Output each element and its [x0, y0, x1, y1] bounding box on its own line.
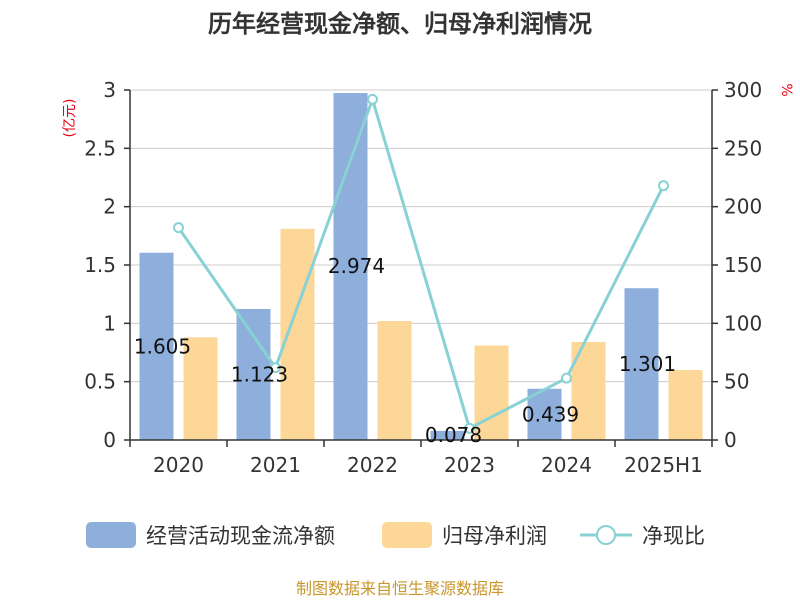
legend-label: 经营活动现金流净额	[146, 524, 335, 548]
bar-cashflow	[527, 388, 562, 440]
right-tick-label: 300	[724, 78, 762, 102]
x-tick-label: 2022	[347, 453, 398, 477]
bar-profit	[280, 228, 315, 440]
legend-swatch-marker	[596, 525, 616, 545]
data-label: 0.439	[522, 402, 579, 426]
data-label: 1.605	[134, 334, 191, 358]
data-label: 2.974	[328, 254, 385, 278]
ratio-point	[173, 222, 184, 234]
ratio-polyline	[177, 94, 665, 431]
source-note: 制图数据来自恒生聚源数据库	[296, 579, 504, 598]
ratio-point	[367, 93, 378, 105]
left-axis-unit: (亿元)	[62, 99, 78, 138]
data-label: 1.301	[619, 352, 676, 376]
bar-profit	[668, 370, 703, 440]
ratio-point	[464, 422, 475, 434]
x-tick-label: 2025H1	[624, 453, 703, 477]
x-tick-label: 2021	[250, 453, 301, 477]
bar-cashflow	[333, 93, 368, 441]
left-tick-label: 1.5	[84, 253, 116, 277]
ratio-point	[658, 180, 669, 192]
x-tick-label: 2020	[153, 453, 204, 477]
right-tick-label: 0	[724, 428, 737, 452]
bar-cashflow	[430, 430, 465, 440]
x-tick-label: 2023	[444, 453, 495, 477]
right-tick-label: 100	[724, 311, 762, 335]
bar-cashflow	[139, 252, 174, 440]
legend-swatch	[86, 522, 136, 548]
legend-label: 归母净利润	[442, 524, 547, 548]
right-tick-label: 50	[724, 370, 749, 394]
left-tick-label: 0.5	[84, 370, 116, 394]
ratio-point	[270, 362, 281, 374]
legend-swatch	[382, 522, 432, 548]
bar-cashflow	[624, 288, 659, 440]
left-tick-label: 1	[103, 311, 116, 335]
bars	[139, 93, 703, 441]
bar-profit	[183, 337, 218, 440]
right-tick-label: 150	[724, 253, 762, 277]
bar-profit	[377, 321, 412, 440]
data-label: 0.078	[425, 423, 482, 447]
chart-title: 历年经营现金净额、归母净利润情况	[208, 10, 592, 38]
ratio-line	[173, 93, 669, 434]
right-axis-unit: %	[778, 83, 794, 96]
legend-label: 净现比	[642, 524, 705, 548]
axes: 0 0.5 1 1.5 2 2.5 3 0 50 100 150 200 250 300 2020 2021 2…	[84, 78, 762, 477]
bar-cashflow	[236, 308, 271, 440]
data-labels: 1.605 1.123 2.974 0.078 0.439 1.301	[134, 254, 676, 447]
data-label: 1.123	[231, 362, 288, 386]
left-tick-label: 2.5	[84, 136, 116, 160]
x-tick-label: 2024	[541, 453, 592, 477]
legend: 经营活动现金流净额 归母净利润 净现比	[86, 522, 705, 548]
left-tick-label: 3	[103, 78, 116, 102]
ratio-point	[561, 372, 572, 384]
right-tick-label: 250	[724, 136, 762, 160]
left-tick-label: 0	[103, 428, 116, 452]
right-tick-label: 200	[724, 195, 762, 219]
left-tick-label: 2	[103, 195, 116, 219]
